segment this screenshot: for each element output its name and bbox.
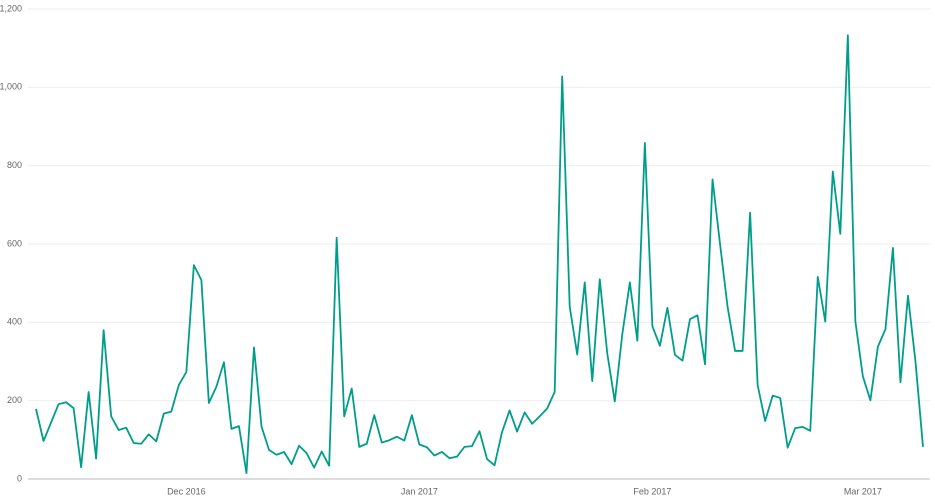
- y-tick-label: 600: [7, 238, 22, 248]
- x-tick-label: Feb 2017: [633, 486, 671, 496]
- y-tick-label: 200: [7, 395, 22, 405]
- x-tick-label: Dec 2016: [167, 486, 206, 496]
- line: [35, 34, 924, 475]
- y-tick-label: 800: [7, 160, 22, 170]
- x-tick-label: Mar 2017: [844, 486, 882, 496]
- y-tick-label: 1,200: [0, 3, 22, 13]
- x-tick-label: Jan 2017: [401, 486, 438, 496]
- y-tick-label: 0: [17, 473, 22, 483]
- y-tick-label: 400: [7, 317, 22, 327]
- y-tick-label: 1,000: [0, 82, 22, 92]
